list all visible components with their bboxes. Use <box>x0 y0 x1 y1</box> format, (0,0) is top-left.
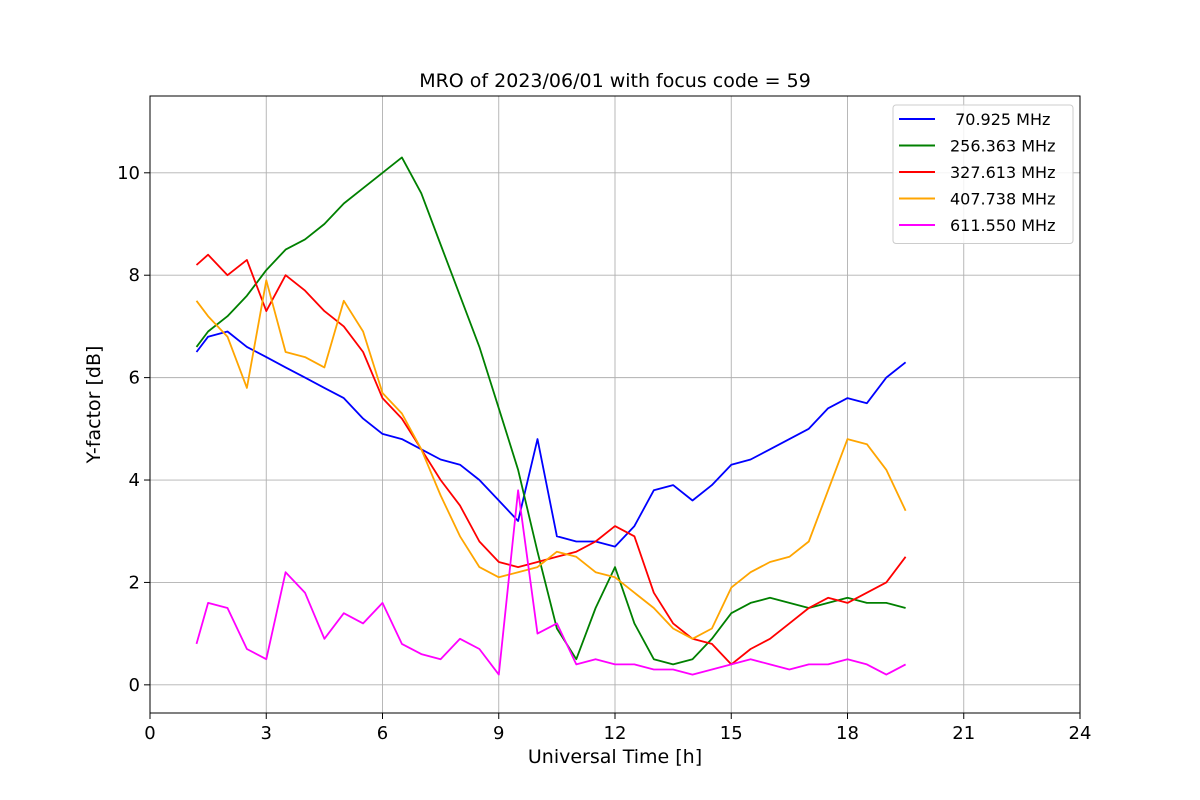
y-tick-label: 0 <box>129 675 140 696</box>
x-tick-label: 24 <box>1069 723 1092 744</box>
x-axis-label: Universal Time [h] <box>528 746 702 768</box>
series-line-4 <box>195 489 907 676</box>
series-line-0 <box>195 330 907 548</box>
chart-title: MRO of 2023/06/01 with focus code = 59 <box>419 70 811 92</box>
series-layer <box>195 156 907 676</box>
x-tick-label: 21 <box>952 723 975 744</box>
x-tick-label: 9 <box>493 723 504 744</box>
series-line-3 <box>195 279 907 640</box>
series-line-1 <box>195 156 906 666</box>
x-tick-label: 0 <box>144 723 155 744</box>
x-tick-label: 12 <box>604 723 627 744</box>
y-tick-label: 2 <box>129 572 140 593</box>
x-tick-label: 18 <box>836 723 859 744</box>
y-tick-label: 8 <box>129 265 140 286</box>
legend: 70.925 MHz 256.363 MHz 327.613 MHz 407.738 … <box>892 104 1074 244</box>
legend-label: 256.363 MHz <box>950 137 1055 156</box>
legend-box <box>892 104 1074 244</box>
legend-label: 611.550 MHz <box>950 216 1055 235</box>
y-tick-label: 6 <box>129 368 140 389</box>
legend-label: 327.613 MHz <box>950 163 1055 182</box>
y-tick-label: 10 <box>117 163 140 184</box>
x-tick-label: 3 <box>261 723 272 744</box>
x-tick-label: 15 <box>720 723 743 744</box>
legend-label: 70.925 MHz <box>950 110 1050 129</box>
y-tick-label: 4 <box>129 470 140 491</box>
legend-label: 407.738 MHz <box>950 190 1055 209</box>
y-axis-label: Y-factor [dB] <box>83 346 105 465</box>
x-tick-label: 6 <box>377 723 388 744</box>
